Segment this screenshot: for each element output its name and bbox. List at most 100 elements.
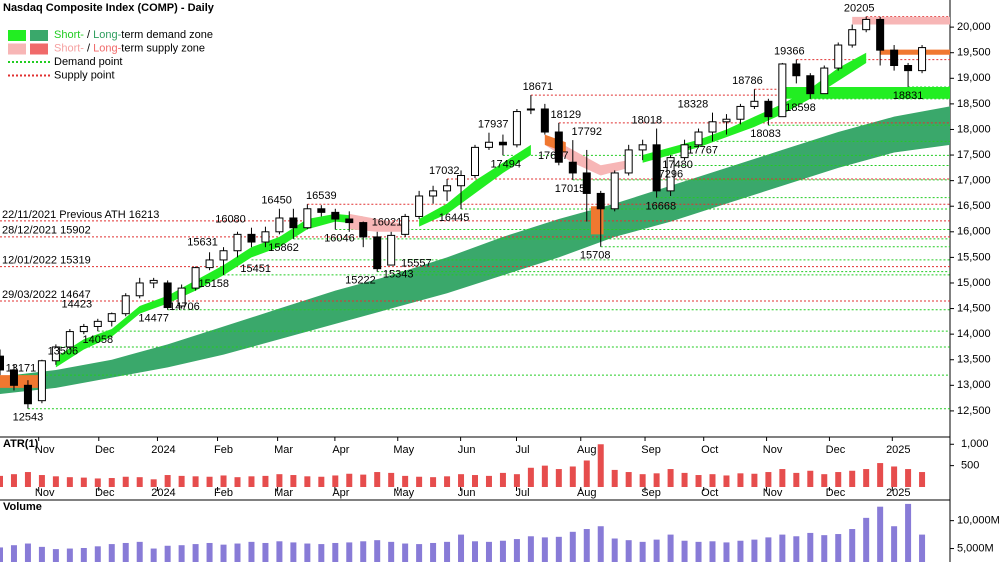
- volume-bar: [653, 539, 660, 562]
- candle-body: [750, 100, 759, 107]
- candle-body: [177, 287, 186, 307]
- price-annotation: 14423: [62, 298, 93, 310]
- candle-body: [708, 121, 717, 133]
- atr-bar: [318, 476, 325, 487]
- x-tick-label: Oct: [701, 487, 718, 499]
- price-annotation: 12543: [13, 412, 44, 424]
- legend-label: Short- / Long-term supply zone: [54, 42, 205, 54]
- volume-bar: [10, 545, 17, 562]
- volume-bar: [569, 531, 576, 562]
- atr-bar: [164, 475, 171, 487]
- price-annotation: 14706: [169, 301, 200, 313]
- volume-bar: [877, 506, 884, 562]
- atr-bar: [625, 472, 632, 487]
- candle-body: [554, 131, 563, 163]
- atr-bar: [779, 469, 786, 487]
- price-annotation: 14477: [138, 313, 169, 325]
- price-annotation: 15708: [580, 250, 611, 262]
- candle-body: [792, 63, 801, 77]
- candle-body: [680, 144, 689, 159]
- atr-bar: [807, 470, 814, 487]
- atr-bar: [877, 463, 884, 487]
- volume-bar: [66, 548, 73, 562]
- price-annotation: 18129: [551, 109, 582, 121]
- volume-bar: [388, 541, 395, 562]
- y-tick-label: 16,000: [957, 226, 991, 238]
- candle-body: [806, 75, 815, 95]
- y-tick-label: 15,500: [957, 251, 991, 263]
- volume-bar: [38, 546, 45, 562]
- legend-text: term demand zone: [121, 29, 213, 41]
- price-annotation: 16080: [215, 214, 246, 226]
- x-tick-label: Nov: [35, 487, 55, 499]
- price-annotation: 17032: [429, 165, 460, 177]
- candle-body: [862, 18, 871, 31]
- atr-bar: [374, 472, 381, 487]
- candle-body: [484, 141, 493, 148]
- y-tick-label: 17,000: [957, 175, 991, 187]
- candle-body: [443, 185, 452, 192]
- volume-bar: [360, 541, 367, 562]
- level-label: 12/01/2022 15319: [2, 255, 91, 267]
- zone: [590, 206, 604, 235]
- chart-title: Nasdaq Composite Index (COMP) - Daily: [3, 2, 215, 14]
- candle-body: [820, 67, 829, 95]
- volume-bar: [695, 541, 702, 562]
- candle-body: [401, 215, 410, 235]
- legend-text: Short-: [54, 29, 84, 41]
- candle-body: [345, 218, 354, 224]
- volume-bar: [751, 539, 758, 562]
- price-annotation: 16021: [372, 217, 403, 229]
- x-tick-label: Aug: [577, 444, 597, 456]
- zone: [0, 106, 950, 395]
- atr-bar: [290, 475, 297, 487]
- y-tick-label: 18,000: [957, 123, 991, 135]
- x-tick-label: Apr: [332, 444, 349, 456]
- x-tick-label: Sep: [641, 444, 661, 456]
- volume-bar: [52, 549, 59, 562]
- atr-bar: [388, 472, 395, 487]
- atr-bar: [695, 475, 702, 487]
- candle-body: [596, 192, 605, 210]
- legend-swatch: [8, 30, 26, 41]
- candle-body: [736, 105, 745, 120]
- atr-bar: [10, 474, 17, 487]
- atr-bar: [667, 469, 674, 487]
- candle-body: [37, 360, 46, 402]
- atr-bar: [737, 473, 744, 487]
- volume-bar: [80, 547, 87, 562]
- price-annotation: 17792: [571, 126, 602, 138]
- atr-bar: [863, 469, 870, 487]
- y-tick-label: 12,500: [957, 405, 991, 417]
- candle-body: [261, 231, 270, 243]
- atr-bar: [402, 475, 409, 487]
- y-tick-label: 14,500: [957, 302, 991, 314]
- volume-bar: [416, 544, 423, 562]
- price-annotation: 18083: [750, 128, 781, 140]
- price-annotation: 18671: [523, 81, 554, 93]
- atr-bar: [723, 475, 730, 487]
- candle-body: [359, 222, 368, 238]
- atr-bar: [611, 469, 618, 487]
- candle-body: [93, 320, 102, 327]
- candle-body: [51, 346, 60, 362]
- x-tick-label: May: [393, 444, 414, 456]
- volume-bar: [276, 541, 283, 562]
- volume-bar: [122, 542, 129, 562]
- volume-bar: [164, 545, 171, 562]
- volume-bar: [765, 537, 772, 562]
- price-annotation: 15862: [268, 242, 299, 254]
- legend-swatch: [8, 43, 26, 55]
- y-tick-label: 5,000M: [957, 542, 994, 554]
- x-tick-label: Aug: [577, 487, 597, 499]
- price-annotation: 18328: [678, 99, 709, 111]
- volume-bar: [485, 541, 492, 562]
- price-annotation: 15451: [240, 263, 271, 275]
- y-tick-label: 16,500: [957, 200, 991, 212]
- volume-bar: [667, 534, 674, 562]
- atr-bar: [891, 466, 898, 487]
- volume-bar: [108, 544, 115, 562]
- price-annotation: 18018: [632, 114, 663, 126]
- volume-bar: [625, 540, 632, 562]
